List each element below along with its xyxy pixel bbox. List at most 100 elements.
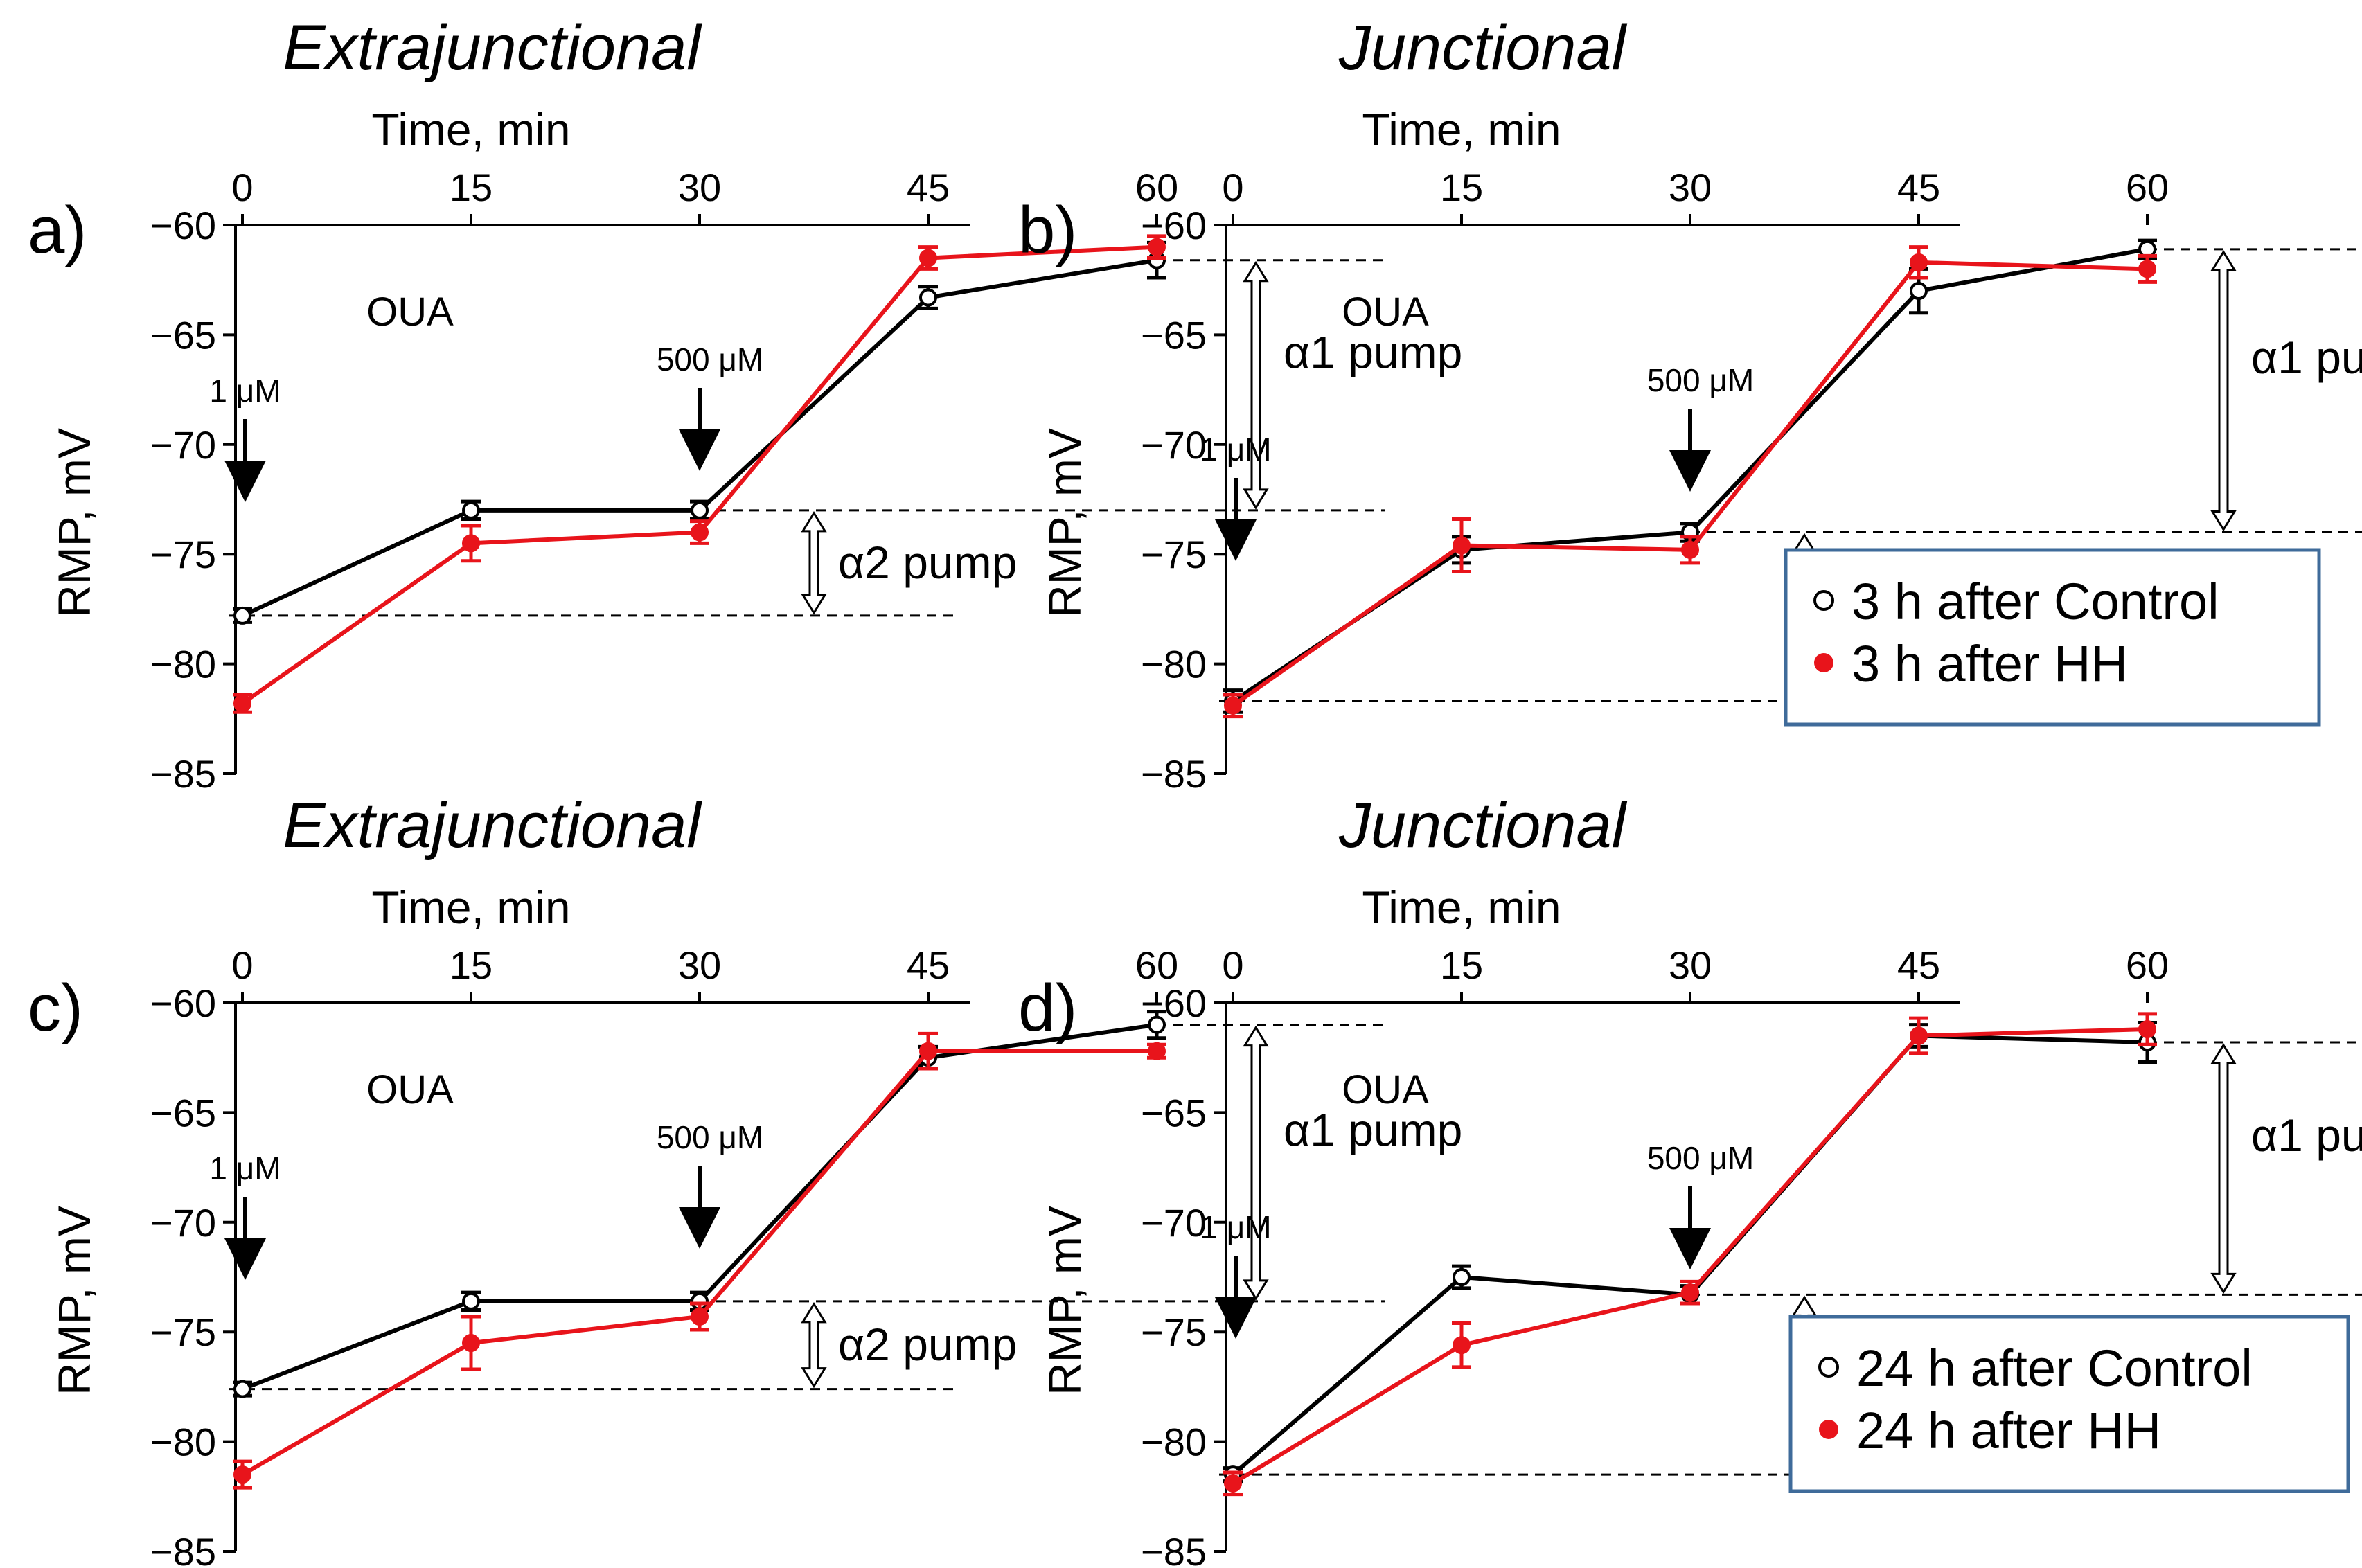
legend-marker-open — [1813, 590, 1834, 611]
alpha2-range-arrow — [801, 1301, 827, 1389]
dose-label-1um: 1 μM — [209, 1150, 281, 1186]
y-tick-label: −60 — [1141, 981, 1207, 1025]
panel-title: Junctional — [1338, 790, 1628, 861]
x-axis-label: Time, min — [1362, 882, 1561, 933]
data-point-open — [233, 606, 251, 625]
data-point-filled — [233, 694, 251, 713]
y-tick-label: −65 — [150, 1091, 216, 1134]
x-tick-label: 0 — [231, 166, 253, 209]
oua-label: OUA — [1342, 1067, 1429, 1112]
legend-marker-open — [1818, 1357, 1839, 1378]
chart-panel-a: −60 −65 −70 −75 −80 −85 0 15 30 45 60 Extrajunction… — [28, 12, 1462, 796]
dose-label-1um: 1 μM — [209, 373, 281, 409]
oua-label: OUA — [1342, 289, 1429, 335]
y-axis-label: RMP, mV — [1039, 1206, 1090, 1396]
legend-border — [1788, 1315, 2350, 1493]
panel-letter: d) — [1018, 971, 1077, 1045]
y-tick-label: −75 — [150, 1310, 216, 1354]
series-hh — [233, 1031, 1166, 1490]
data-point-open — [462, 501, 480, 519]
legend-item-label: 3 h after Control — [1852, 573, 2219, 630]
x-tick-label: 30 — [678, 166, 721, 209]
x-tick-label: 0 — [231, 943, 253, 987]
data-point-open — [1910, 282, 1928, 301]
data-point-filled — [1681, 540, 1699, 559]
data-point-filled — [1224, 1474, 1242, 1493]
x-tick-label: 45 — [1897, 166, 1940, 209]
y-tick-label: −80 — [150, 643, 216, 686]
y-axis-label: RMP, mV — [48, 428, 100, 618]
panel-letter: b) — [1018, 193, 1077, 267]
x-tick-label: 45 — [907, 166, 950, 209]
x-tick-label: 0 — [1222, 166, 1243, 209]
data-point-filled — [1453, 536, 1471, 555]
y-tick-label: −70 — [1141, 1201, 1207, 1245]
alpha1-pump-label: α1 pump — [2251, 332, 2362, 383]
alpha1-range-arrow — [2210, 1043, 2237, 1294]
x-tick-label: 15 — [450, 943, 492, 987]
data-point-filled — [1148, 238, 1166, 256]
legend-marker-filled — [1814, 653, 1833, 672]
alpha2-pump-label: α2 pump — [838, 537, 1017, 588]
x-axis-label: Time, min — [1362, 104, 1561, 155]
y-tick-label: −65 — [1141, 1091, 1207, 1134]
dose-label-1um: 1 μM — [1200, 1209, 1271, 1245]
x-tick-label: 60 — [2126, 166, 2169, 209]
data-point-filled — [233, 1465, 251, 1484]
y-tick-label: −60 — [150, 981, 216, 1025]
data-point-filled — [1681, 1283, 1699, 1302]
x-tick-label: 45 — [907, 943, 950, 987]
legend-marker-filled — [1819, 1420, 1838, 1439]
data-point-filled — [2138, 260, 2156, 278]
y-tick-label: −85 — [150, 752, 216, 796]
dose-label-500um: 500 μM — [1647, 362, 1754, 398]
alpha2-range-arrow — [801, 510, 827, 615]
x-tick-label: 0 — [1222, 943, 1243, 987]
alpha1-range-arrow — [1243, 1025, 1269, 1301]
data-point-filled — [1224, 696, 1242, 715]
y-tick-label: −80 — [1141, 643, 1207, 686]
legend-border — [1784, 548, 2321, 727]
alpha1-range-arrow — [1243, 260, 1269, 510]
series-line — [241, 1049, 1157, 1477]
data-point-filled — [1910, 253, 1928, 271]
alpha1-pump-label: α1 pump — [2251, 1110, 2362, 1161]
data-point-filled — [1910, 1026, 1928, 1045]
dose-label-500um: 500 μM — [657, 341, 763, 377]
data-point-filled — [2138, 1020, 2156, 1039]
dose-label-500um: 500 μM — [657, 1119, 763, 1155]
alpha2-pump-label: α2 pump — [838, 1319, 1017, 1370]
legend-item-label: 24 h after HH — [1856, 1402, 2161, 1459]
y-tick-label: −80 — [1141, 1420, 1207, 1464]
x-tick-label: 30 — [1669, 166, 1712, 209]
y-tick-label: −60 — [1141, 204, 1207, 247]
y-tick-label: −75 — [1141, 1310, 1207, 1354]
data-point-open — [462, 1292, 480, 1310]
y-axis-label: RMP, mV — [1039, 428, 1090, 618]
oua-label: OUA — [366, 289, 454, 335]
data-point-filled — [462, 534, 480, 553]
x-tick-label: 15 — [450, 166, 492, 209]
x-tick-label: 60 — [1135, 943, 1178, 987]
x-tick-label: 60 — [2126, 943, 2169, 987]
oua-label: OUA — [366, 1067, 454, 1112]
series-control — [233, 1010, 1166, 1398]
y-tick-label: −70 — [150, 1201, 216, 1245]
y-tick-label: −70 — [150, 423, 216, 467]
y-tick-label: −70 — [1141, 423, 1207, 467]
x-axis-label: Time, min — [371, 882, 570, 933]
data-point-filled — [691, 523, 709, 542]
y-tick-label: −75 — [150, 533, 216, 576]
data-point-filled — [462, 1334, 480, 1353]
series-control — [233, 240, 1166, 625]
panel-title: Extrajunctional — [283, 790, 702, 861]
y-tick-label: −85 — [1141, 1530, 1207, 1568]
y-tick-label: −75 — [1141, 533, 1207, 576]
data-point-filled — [691, 1308, 709, 1326]
y-tick-label: −85 — [1141, 752, 1207, 796]
data-point-open — [919, 288, 937, 307]
data-point-filled — [1148, 1042, 1166, 1060]
series-hh — [1223, 1012, 2157, 1497]
data-point-open — [691, 501, 709, 519]
